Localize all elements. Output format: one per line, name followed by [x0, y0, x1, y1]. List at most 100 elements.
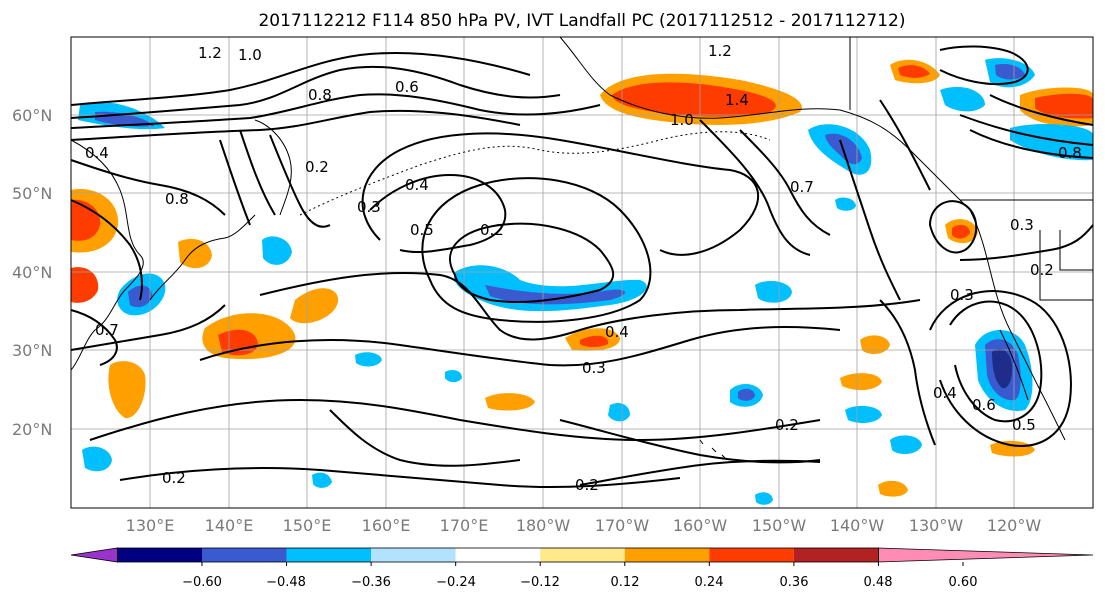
- contour-bottom-3: [559, 419, 821, 464]
- lon-label: 180°W: [516, 516, 571, 535]
- border-states-2: [1059, 230, 1093, 271]
- coast-japan: [149, 214, 256, 301]
- contour-se-2: [959, 224, 1094, 261]
- colorbar-extend-low: [70, 547, 118, 563]
- colorbar-segment: [202, 548, 287, 562]
- contour-label: 0.6: [395, 78, 419, 96]
- map-border: [70, 36, 1094, 509]
- coast-alaska: [559, 36, 971, 211]
- lat-label: 20°N: [12, 420, 52, 439]
- contour-label: 1.2: [708, 42, 732, 60]
- coast-aleutians: [299, 131, 771, 216]
- colorbar-tick: 0.36: [780, 575, 809, 590]
- colorbar-segment: [624, 548, 710, 562]
- coast-kamchatka: [254, 119, 292, 216]
- colorbar-ticks: −0.60 −0.48 −0.36 −0.24 −0.12 0.12 0.24 …: [182, 575, 977, 590]
- contour-big-pacific: [361, 132, 760, 256]
- shade-baja-darkest: [992, 348, 1013, 389]
- contour-label: 0.5: [410, 221, 434, 239]
- lon-label: 140°W: [830, 516, 885, 535]
- colorbar-tick: −0.24: [436, 575, 476, 590]
- colorbar: −0.60 −0.48 −0.36 −0.24 −0.12 0.12 0.24 …: [70, 547, 1094, 590]
- contour-right-2: [959, 114, 1094, 146]
- contour-upper-loop: [369, 173, 507, 254]
- shade-blue-small-1: [355, 352, 382, 367]
- lat-label: 40°N: [12, 263, 52, 282]
- contour-label: 0.2: [162, 469, 186, 487]
- contour-label: 0.7: [790, 178, 814, 196]
- contour-top-2: [70, 65, 561, 119]
- shade-se-blue: [845, 405, 882, 423]
- colorbar-extend-high: [878, 547, 1094, 563]
- shade-red-30n: [580, 335, 609, 347]
- contour-label: 0.2: [575, 476, 599, 494]
- contour-label: 0.2: [480, 221, 504, 239]
- contour-label: 0.3: [357, 198, 381, 216]
- shade-right-blue-2: [940, 86, 985, 112]
- contour-zonal-20n: [89, 398, 821, 442]
- lon-label: 160°E: [362, 516, 411, 535]
- contour-left-3: [70, 309, 118, 366]
- colorbar-segment: [793, 548, 879, 562]
- contour-label: 0.4: [605, 323, 629, 341]
- contour-central-loop-2: [421, 177, 652, 323]
- contour-kam-2: [239, 129, 276, 216]
- contour-label: 0.2: [305, 158, 329, 176]
- shade-blue-small-3: [445, 370, 462, 383]
- shade-se-blue-2: [890, 435, 922, 455]
- shade-right-edge-blue: [1010, 124, 1093, 161]
- contour-right-1: [969, 129, 1094, 159]
- lon-label: 140°E: [205, 516, 254, 535]
- contour-ne-1: [739, 129, 831, 236]
- shade-orange-bottom-right: [878, 480, 908, 497]
- contour-coast-loop: [928, 200, 978, 254]
- shade-se-orange-2: [840, 373, 882, 391]
- shade-orange-25n: [485, 393, 535, 411]
- shade-se-orange-1: [860, 335, 890, 355]
- shade-kuril-orange: [290, 288, 339, 324]
- shade-gulf-alaska-red: [612, 82, 776, 117]
- contour-bottom-2: [329, 409, 521, 467]
- contour-label: 0.3: [582, 359, 606, 377]
- lat-label: 60°N: [12, 106, 52, 125]
- contour-label: 0.2: [775, 416, 799, 434]
- colorbar-tick: 0.60: [949, 575, 978, 590]
- contour-right-3: [989, 94, 1094, 126]
- lon-label: 150°E: [283, 516, 332, 535]
- contour-left-2: [70, 199, 143, 301]
- colorbar-border: [117, 547, 879, 563]
- contour-left-4: [70, 304, 226, 351]
- colorbar-tick: 0.12: [611, 575, 640, 590]
- map-background: [71, 37, 1093, 508]
- colorbar-segment: [117, 548, 202, 562]
- shading-layer: [71, 58, 1093, 505]
- contour-label: 0.5: [1012, 416, 1036, 434]
- shade-blue-mid: [755, 280, 792, 303]
- shade-top-right-red: [898, 65, 930, 78]
- shade-top-right-darkblue: [995, 64, 1025, 80]
- contour-label: 0.8: [308, 86, 332, 104]
- coast-baja: [999, 329, 1029, 401]
- lon-label: 120°W: [987, 516, 1042, 535]
- shade-west-edge-2: [71, 267, 99, 303]
- contour-top-4: [70, 109, 521, 141]
- colorbar-tick: 0.48: [864, 575, 893, 590]
- contour-ne-2: [699, 119, 811, 256]
- contour-label: 1.2: [198, 44, 222, 62]
- colorbar-segments: [70, 547, 1094, 566]
- contour-se-1: [879, 299, 936, 446]
- contour-label: 0.8: [1058, 144, 1082, 162]
- lat-label: 30°N: [12, 341, 52, 360]
- colorbar-segment: [455, 548, 541, 562]
- shade-blue-40n-150e: [262, 236, 292, 265]
- map-panel: 1.2 1.0 0.6 0.8 1.2 1.4 1.0 0.4 0.8 0.4 …: [70, 36, 1094, 509]
- contour-label: 0.8: [165, 190, 189, 208]
- contour-label: 1.0: [670, 111, 694, 129]
- contour-sw-loop-1: [949, 300, 1043, 423]
- shade-darkblue-lower-center: [738, 388, 755, 401]
- contour-label: 0.3: [950, 286, 974, 304]
- contour-bottom-1: [119, 467, 681, 489]
- lat-label: 50°N: [12, 184, 52, 203]
- lon-label: 130°W: [909, 516, 964, 535]
